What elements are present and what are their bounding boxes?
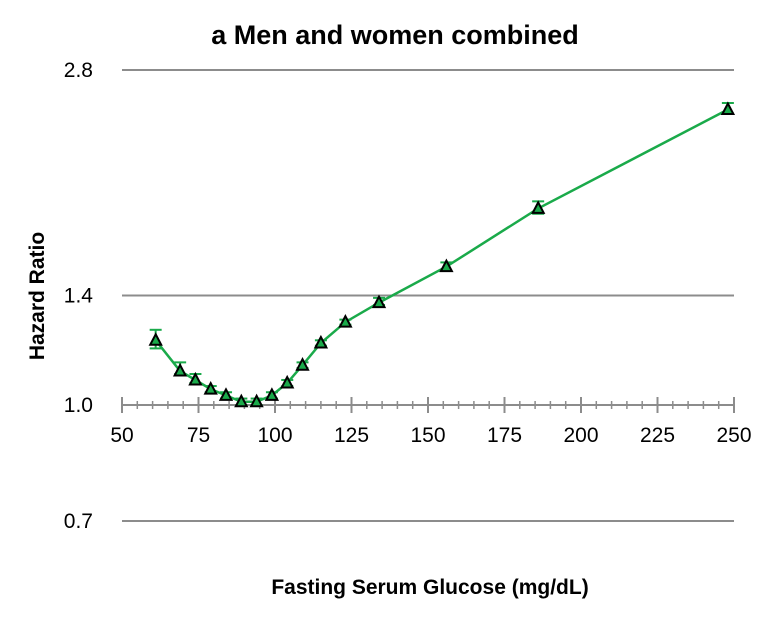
x-tick-label: 100 xyxy=(257,424,292,447)
data-point xyxy=(295,357,310,371)
data-point xyxy=(371,294,387,309)
y-tick-label: 1.0 xyxy=(64,394,93,417)
triangle-marker xyxy=(371,294,387,309)
x-tick-label: 50 xyxy=(110,424,133,447)
data-point xyxy=(264,387,280,401)
data-point xyxy=(218,387,234,401)
data-point xyxy=(338,313,353,328)
x-axis-ticks xyxy=(121,397,735,413)
triangle-marker xyxy=(218,387,234,401)
y-tick-label: 0.7 xyxy=(64,510,93,533)
triangle-marker xyxy=(249,393,264,408)
data-point xyxy=(531,200,546,215)
y-tick-label: 1.4 xyxy=(64,285,94,308)
triangle-marker xyxy=(531,200,546,214)
x-axis-tick-labels: 50 75 100 125 150 175 200 225 250 xyxy=(110,424,751,447)
data-point xyxy=(249,393,264,408)
x-tick-label: 75 xyxy=(187,424,210,447)
triangle-marker xyxy=(338,313,353,328)
y-axis-label: Hazard Ratio xyxy=(26,232,49,360)
data-point xyxy=(280,374,295,389)
triangle-marker xyxy=(720,101,736,115)
triangle-marker xyxy=(264,387,280,401)
triangle-marker xyxy=(234,393,249,408)
gridlines xyxy=(122,69,734,523)
triangle-marker xyxy=(203,380,218,395)
triangle-marker xyxy=(313,334,329,349)
data-point xyxy=(234,393,249,408)
chart-title: a Men and women combined xyxy=(211,20,579,50)
x-axis-label: Fasting Serum Glucose (mg/dL) xyxy=(271,576,588,599)
data-point xyxy=(720,101,736,115)
series-hazard-ratio xyxy=(148,101,736,408)
data-point xyxy=(172,361,188,377)
x-tick-label: 225 xyxy=(640,424,675,447)
x-tick-label: 200 xyxy=(563,424,598,447)
x-tick-label: 150 xyxy=(410,424,445,447)
triangle-marker xyxy=(439,258,454,273)
data-point xyxy=(148,328,163,350)
y-tick-label: 2.8 xyxy=(64,59,93,82)
data-point xyxy=(203,380,218,395)
triangle-marker xyxy=(295,357,310,371)
x-tick-label: 250 xyxy=(716,424,751,447)
triangle-marker xyxy=(148,332,163,346)
triangle-marker xyxy=(172,362,188,377)
data-point xyxy=(313,334,329,349)
data-point xyxy=(439,258,454,273)
triangle-marker xyxy=(188,371,203,386)
y-axis-tick-labels: 0.7 1.0 1.4 2.8 xyxy=(64,59,94,533)
data-point xyxy=(188,371,203,386)
triangle-marker xyxy=(280,374,295,389)
x-tick-label: 125 xyxy=(334,424,369,447)
x-tick-label: 175 xyxy=(487,424,522,447)
series-line xyxy=(154,108,729,404)
